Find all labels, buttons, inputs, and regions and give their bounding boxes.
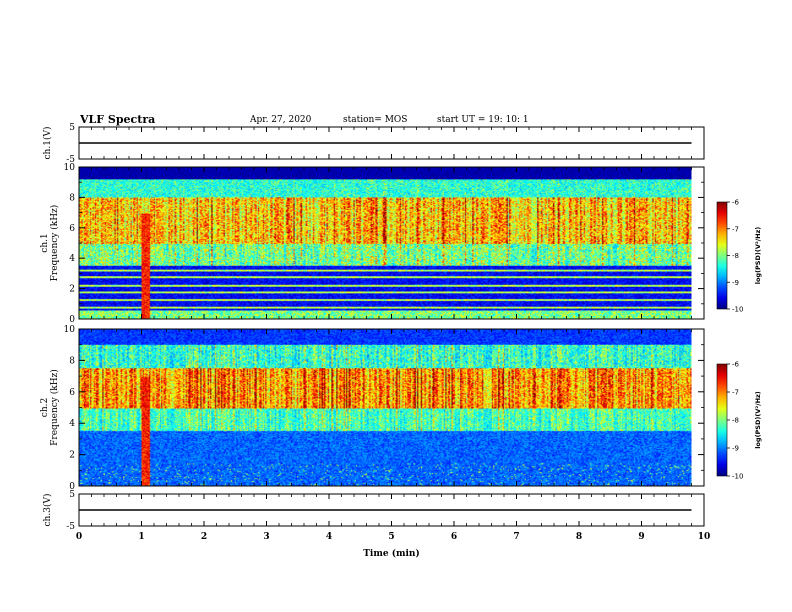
colorbar [716, 363, 728, 477]
x-tick-label: 6 [451, 532, 457, 542]
x-tick-label: 10 [698, 532, 711, 542]
y-tick-label: 10 [64, 163, 76, 173]
y-tick-label: 5 [69, 490, 75, 500]
x-tick-label: 9 [638, 532, 644, 542]
y-axis-label: Frequency (kHz) [49, 205, 60, 282]
y-tick-label: 8 [69, 356, 75, 366]
colorbar [716, 201, 728, 310]
y-tick-label: 6 [69, 388, 75, 398]
colorbar-tick-label: -7 [732, 389, 739, 397]
y-tick-label: 10 [64, 325, 76, 335]
colorbar-tick-label: -10 [732, 306, 743, 314]
colorbar-tick-label: -8 [732, 252, 739, 260]
spectrogram-ch1-spectrogram [79, 167, 692, 319]
y-tick-label: 6 [69, 224, 75, 234]
chart-title: VLF Spectra [80, 113, 156, 126]
y-tick-label: 0 [69, 315, 75, 325]
colorbar-tick-label: -9 [732, 445, 739, 453]
y-axis-label: ch.3(V) [42, 494, 53, 527]
y-tick-label: 8 [69, 193, 75, 203]
y-tick-label: 4 [69, 254, 75, 264]
y-tick-label: 2 [69, 285, 75, 295]
colorbar-tick-label: -6 [732, 361, 740, 369]
x-tick-label: 7 [513, 532, 519, 542]
colorbar-tick-label: -6 [732, 199, 740, 207]
x-tick-label: 0 [76, 532, 82, 542]
spectrogram-ch2-spectrogram [79, 329, 692, 486]
y-tick-label: 0 [69, 482, 75, 492]
y-tick-label: -5 [66, 522, 75, 532]
y-tick-label: 2 [69, 451, 75, 461]
x-tick-label: 5 [388, 532, 394, 542]
y-tick-label: -5 [66, 155, 75, 165]
x-tick-label: 8 [576, 532, 582, 542]
colorbar-tick-label: -7 [732, 225, 739, 233]
x-axis-label: Time (min) [363, 548, 420, 559]
colorbar-label: log(PSD)(V²/Hz) [754, 227, 762, 285]
colorbar-tick-label: -8 [732, 417, 739, 425]
colorbar-tick-label: -9 [732, 279, 739, 287]
colorbar-tick-label: -10 [732, 473, 743, 481]
date-label: Apr. 27, 2020 [250, 115, 312, 125]
y-tick-label: 4 [69, 419, 75, 429]
y-axis-label: Frequency (kHz) [49, 369, 60, 446]
x-tick-label: 2 [201, 532, 207, 542]
start-time-label: start UT = 19: 10: 1 [437, 115, 529, 125]
x-tick-label: 4 [326, 532, 332, 542]
y-axis-label: ch.1 [40, 233, 50, 252]
y-axis-label: ch.1(V) [42, 127, 53, 160]
station-label: station= MOS [343, 115, 408, 125]
x-tick-label: 1 [138, 532, 144, 542]
y-tick-label: 5 [69, 123, 75, 133]
x-tick-label: 3 [263, 532, 269, 542]
colorbar-label: log(PSD)(V²/Hz) [754, 391, 762, 449]
y-axis-label: ch.2 [40, 398, 50, 417]
